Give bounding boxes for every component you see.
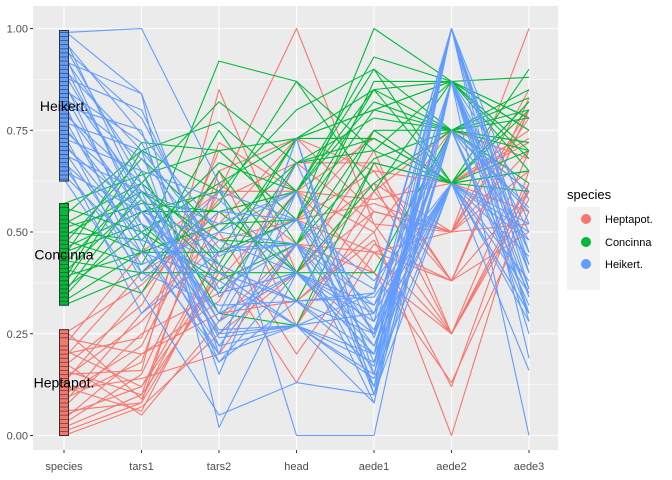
legend-title: species bbox=[567, 187, 612, 202]
legend-key-concinna bbox=[581, 237, 591, 247]
series-line bbox=[63, 27, 530, 437]
legend: species Heptapot. Concinna Heikert. bbox=[567, 187, 653, 290]
y-tick-label: 1.00 bbox=[7, 24, 28, 36]
species-blocks: Heptapot. Concinna Heikert. bbox=[34, 30, 95, 436]
x-tick-label-aede2: aede2 bbox=[436, 461, 467, 473]
species-block-label: Concinna bbox=[34, 246, 93, 262]
species-block-label: Heikert. bbox=[40, 98, 88, 114]
x-tick-label-species: species bbox=[45, 461, 83, 473]
y-tick-label: 0.00 bbox=[7, 431, 28, 443]
y-axis: 0.00 0.25 0.50 0.75 1.00 bbox=[7, 24, 33, 443]
y-tick-label: 0.25 bbox=[7, 329, 28, 341]
legend-key-heptapot bbox=[581, 214, 591, 224]
x-tick-label-tars2: tars2 bbox=[207, 461, 231, 473]
legend-key-heikert bbox=[581, 259, 591, 269]
x-tick-label-aede1: aede1 bbox=[359, 461, 390, 473]
series-line bbox=[63, 40, 530, 331]
y-tick-label: 0.75 bbox=[7, 125, 28, 137]
y-tick-label: 0.50 bbox=[7, 227, 28, 239]
legend-label-concinna: Concinna bbox=[605, 237, 652, 249]
x-tick-label-tars1: tars1 bbox=[129, 461, 153, 473]
x-tick-label-head: head bbox=[284, 461, 308, 473]
legend-label-heikert: Heikert. bbox=[605, 259, 643, 271]
x-axis: species tars1 tars2 head aede1 aede2 aed… bbox=[45, 450, 544, 473]
x-tick-label-aede3: aede3 bbox=[514, 461, 545, 473]
series-line bbox=[63, 30, 530, 428]
species-block-label: Heptapot. bbox=[34, 375, 95, 391]
data-lines bbox=[63, 27, 530, 437]
series-line bbox=[63, 27, 530, 404]
legend-label-heptapot: Heptapot. bbox=[605, 214, 653, 226]
